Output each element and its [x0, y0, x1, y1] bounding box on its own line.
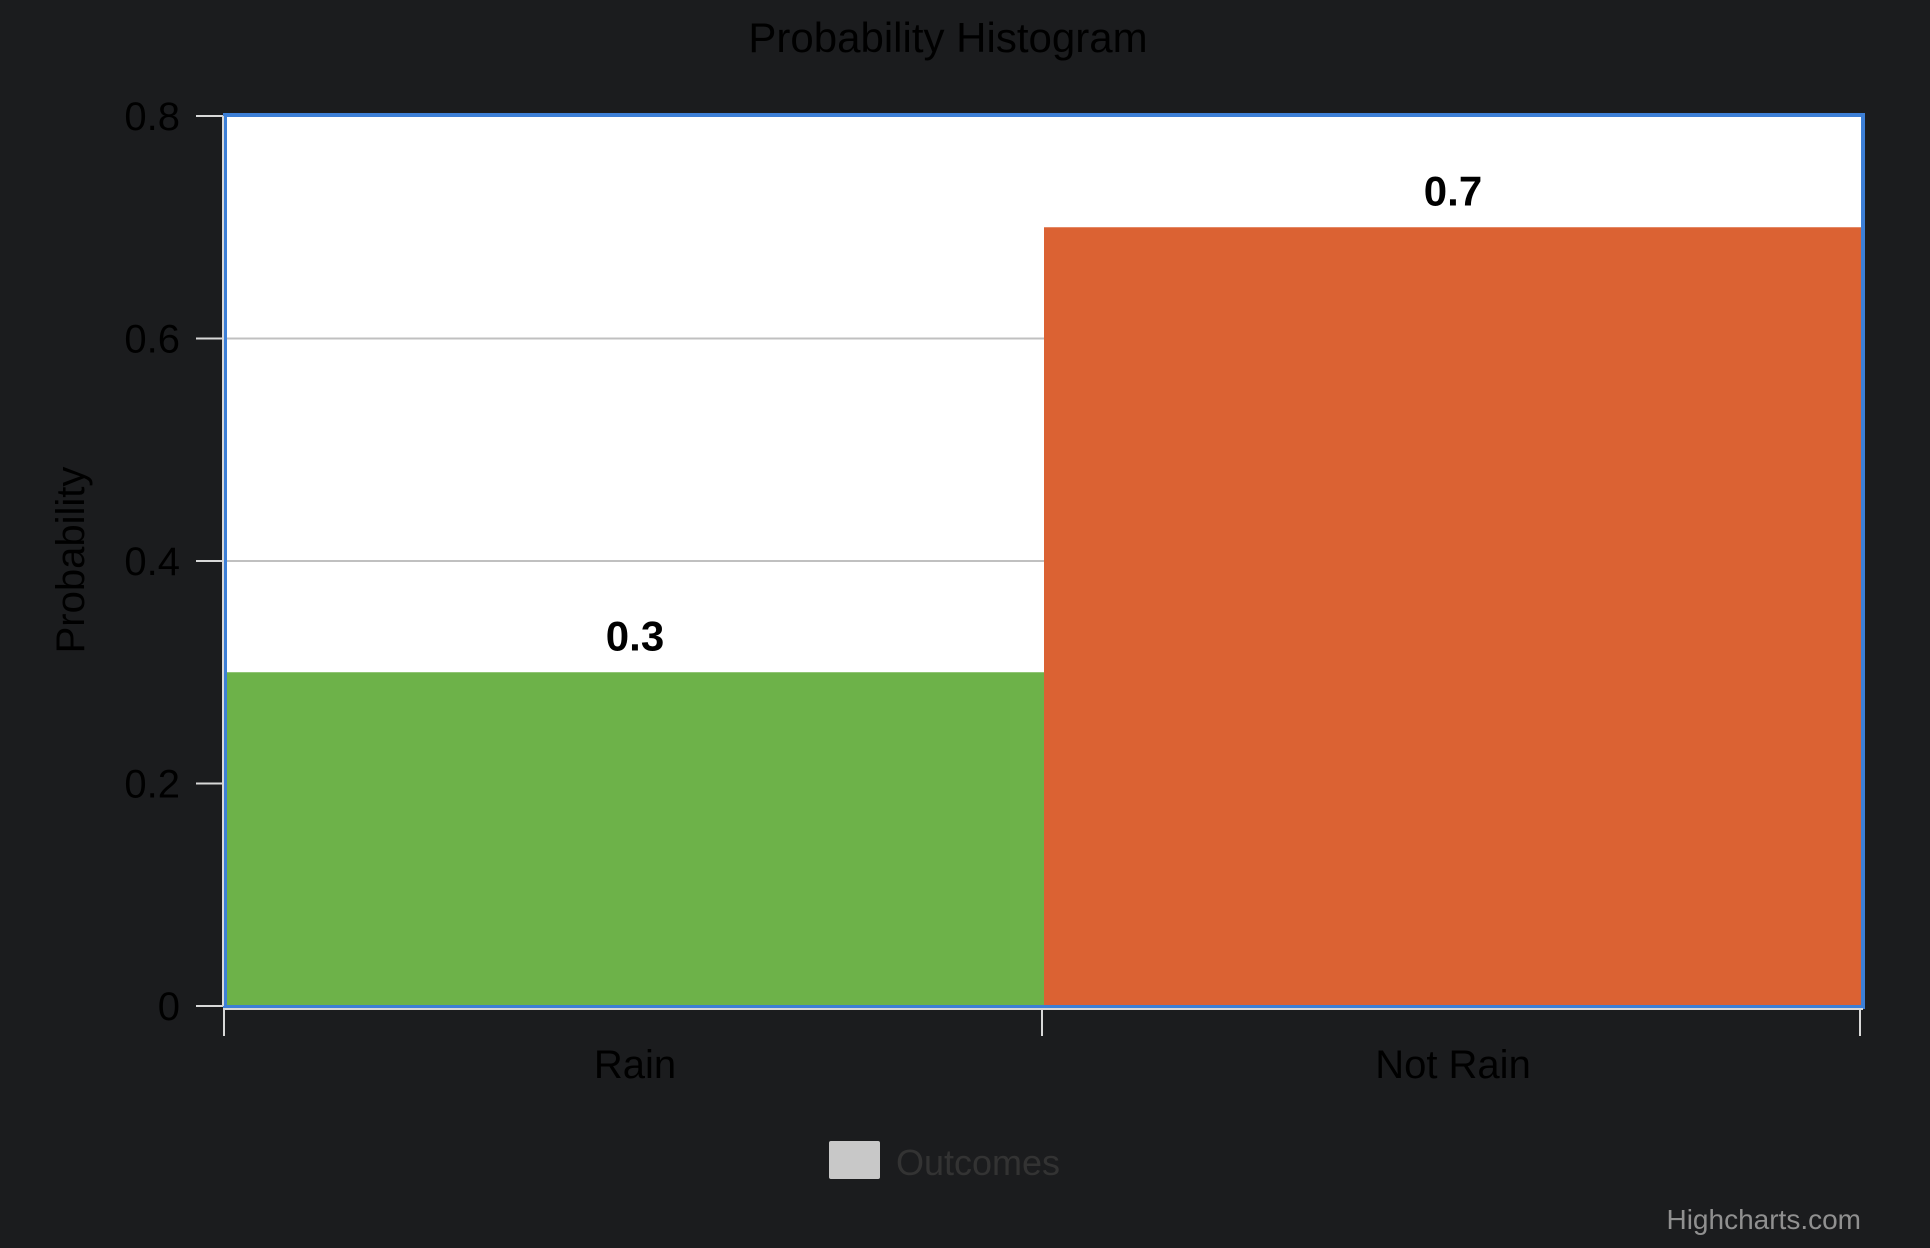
- x-tick-label: Not Rain: [1375, 1043, 1531, 1087]
- legend-item-outcomes[interactable]: Outcomes: [896, 1142, 1060, 1183]
- y-tick-label: 0.4: [124, 540, 180, 584]
- data-label: 0.3: [606, 612, 664, 659]
- bars: [226, 227, 1862, 1006]
- y-axis: 0 0.2 0.4 0.6 0.8: [124, 95, 224, 1029]
- data-label: 0.7: [1424, 167, 1482, 214]
- data-labels: 0.3 0.7: [606, 167, 1482, 659]
- chart-title: Probability Histogram: [748, 14, 1147, 61]
- plot-border: [223, 113, 1865, 1009]
- y-tick-label: 0: [158, 985, 180, 1029]
- bar-rain[interactable]: [226, 672, 1044, 1006]
- y-tick-label: 0.6: [124, 318, 180, 362]
- credits-link[interactable]: Highcharts.com: [1666, 1204, 1861, 1235]
- y-axis-title: Probability: [49, 467, 93, 654]
- legend-swatch[interactable]: [829, 1141, 880, 1179]
- y-tick-label: 0.8: [124, 95, 180, 139]
- legend[interactable]: Outcomes: [829, 1141, 1060, 1183]
- bar-not-rain[interactable]: [1044, 227, 1862, 1006]
- y-tick-label: 0.2: [124, 763, 180, 807]
- x-axis: Rain Not Rain: [223, 1008, 1863, 1087]
- x-tick-label: Rain: [594, 1043, 676, 1087]
